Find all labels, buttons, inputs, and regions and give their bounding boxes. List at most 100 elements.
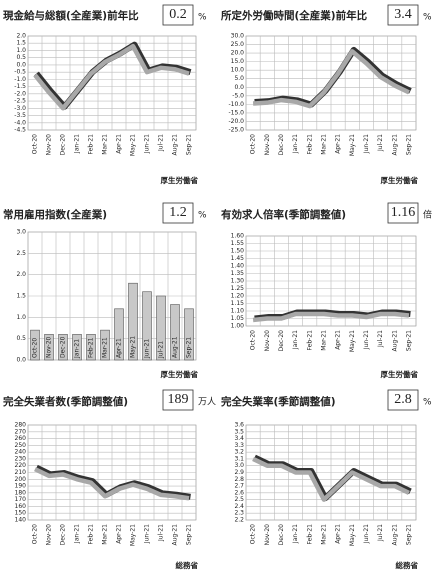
x-tick-label: Oct-20 xyxy=(32,338,39,358)
x-tick-label: Oct-20 xyxy=(250,524,257,544)
line xyxy=(252,311,410,323)
y-tick-label: 2.7 xyxy=(234,483,244,490)
x-tick-label: Dec-20 xyxy=(60,336,67,358)
y-tick-label: -3.5 xyxy=(14,112,26,119)
x-tick-label: Mar-21 xyxy=(102,134,109,155)
y-tick-label: 170 xyxy=(15,496,27,503)
y-tick-label: 280 xyxy=(15,422,27,429)
panel: 常用雇用指数(全産業) 1.2 % 厚生労働省 0.0 0.5 1.0 1.5 2.0 2.5 3.… xyxy=(3,202,207,379)
y-tick-label: -1.5 xyxy=(14,83,26,90)
y-tick-label: -2.0 xyxy=(14,90,26,97)
unit: % xyxy=(198,13,207,23)
x-tick-label: Apr-21 xyxy=(335,524,342,544)
unit: % xyxy=(198,211,207,221)
x-tick-label: Apr-21 xyxy=(335,330,342,350)
y-tick-label: 180 xyxy=(15,489,27,496)
y-tick-label: 250 xyxy=(15,442,27,449)
value-box xyxy=(162,389,194,411)
y-tick-label: -25.0 xyxy=(228,127,244,134)
y-tick-label: 5.0 xyxy=(234,75,244,82)
y-tick-label: 3.4 xyxy=(234,435,244,442)
y-tick-label: -20.0 xyxy=(228,118,244,125)
x-tick-label: Nov-20 xyxy=(264,134,271,156)
x-tick-label: Sep-21 xyxy=(405,524,412,545)
x-tick-label: Oct-20 xyxy=(250,134,257,154)
value-box xyxy=(387,389,419,411)
x-tick-label: Apr-21 xyxy=(335,134,342,154)
panel: 現金給与総額(全産業)前年比 0.2 %厚生労働省-4.5-4.0-3.5-3.0-… xyxy=(3,4,207,185)
y-tick-label: 2.3 xyxy=(234,510,244,517)
y-tick-label: 2.8 xyxy=(234,476,244,483)
x-tick-label: Feb-21 xyxy=(306,524,313,545)
unit: 万人 xyxy=(198,397,216,408)
y-tick-label: 3.6 xyxy=(234,422,244,429)
y-tick-label: 0.0 xyxy=(16,61,26,68)
x-tick-label: Aug-21 xyxy=(172,134,179,156)
y-tick-label: 1.15 xyxy=(231,300,245,307)
y-tick-label: 220 xyxy=(15,462,27,469)
x-tick-label: Aug-21 xyxy=(172,336,179,358)
bar xyxy=(156,295,166,361)
unit: % xyxy=(423,398,432,408)
bar xyxy=(30,329,40,361)
y-tick-label: 1.0 xyxy=(16,47,26,54)
y-tick-label: 2.9 xyxy=(234,469,244,476)
x-tick-label: Jan-21 xyxy=(292,330,299,350)
y-tick-label: 230 xyxy=(15,455,27,462)
y-tick-label: 2.0 xyxy=(16,271,26,278)
line xyxy=(33,43,190,111)
x-tick-label: Jun-21 xyxy=(363,524,370,544)
x-tick-label: Jun-21 xyxy=(144,339,151,359)
panel-title: 完全失業率(季節調整値) xyxy=(221,395,336,408)
x-tick-label: Apr-21 xyxy=(116,338,123,358)
unit: 倍 xyxy=(423,209,432,221)
y-tick-label: 270 xyxy=(15,428,27,435)
bar xyxy=(128,282,138,361)
panel: 完全失業率(季節調整値) 2.8 %総務省2.22.32.42.52.62.72.8… xyxy=(221,389,432,570)
latest-value: 2.8 xyxy=(394,392,412,407)
y-tick-label: 3.3 xyxy=(234,442,244,449)
y-tick-label: 0.5 xyxy=(16,335,26,342)
y-tick-label: 140 xyxy=(15,517,27,524)
x-tick-label: Dec-20 xyxy=(278,524,285,546)
y-tick-label: -10.0 xyxy=(228,101,244,108)
x-tick-label: Sep-21 xyxy=(186,337,193,358)
y-tick-label: 20.0 xyxy=(231,50,245,57)
x-tick-label: Sep-21 xyxy=(186,524,193,545)
x-tick-label: Aug-21 xyxy=(391,524,398,546)
y-tick-label: 2.2 xyxy=(234,517,244,524)
panel: 所定外労働時間(全産業)前年比 3.4 %厚生労働省-25.0-20.0-15.0-… xyxy=(221,4,432,185)
line xyxy=(34,467,190,501)
y-tick-label: 1.50 xyxy=(231,248,245,255)
y-tick-label: 30.0 xyxy=(231,33,245,40)
y-tick-label: -4.5 xyxy=(14,127,26,134)
bar xyxy=(58,334,68,361)
latest-value: 1.2 xyxy=(169,205,187,220)
x-tick-label: Oct-20 xyxy=(32,134,39,154)
x-tick-label: May-21 xyxy=(349,524,356,546)
x-tick-label: Jul-21 xyxy=(377,330,384,348)
x-tick-label: Mar-21 xyxy=(102,337,109,358)
y-tick-label: 1.10 xyxy=(231,308,245,315)
x-tick-label: Jun-21 xyxy=(144,134,151,154)
value-box xyxy=(162,4,194,26)
y-tick-label: -0.5 xyxy=(14,69,26,76)
source: 厚生労働省 xyxy=(161,175,199,185)
x-tick-label: May-21 xyxy=(130,524,137,546)
y-tick-label: 0.0 xyxy=(16,357,26,364)
x-tick-label: Dec-20 xyxy=(60,134,67,156)
x-tick-label: Oct-20 xyxy=(250,330,257,350)
x-tick-label: Sep-21 xyxy=(186,134,193,155)
panel: 有効求人倍率(季節調整値) 1.16 倍厚生労働省1.001.051.101.151… xyxy=(221,202,432,379)
x-tick-label: May-21 xyxy=(349,330,356,352)
x-tick-label: Apr-21 xyxy=(116,524,123,544)
x-tick-label: Jul-21 xyxy=(377,134,384,152)
y-tick-label: -15.0 xyxy=(228,109,244,116)
x-tick-label: Mar-21 xyxy=(320,330,327,351)
y-tick-label: 3.0 xyxy=(234,462,244,469)
source: 総務省 xyxy=(176,560,199,570)
y-tick-label: 25.0 xyxy=(231,41,245,48)
y-tick-label: 2.5 xyxy=(16,250,26,257)
y-tick-label: 1.60 xyxy=(231,233,245,240)
